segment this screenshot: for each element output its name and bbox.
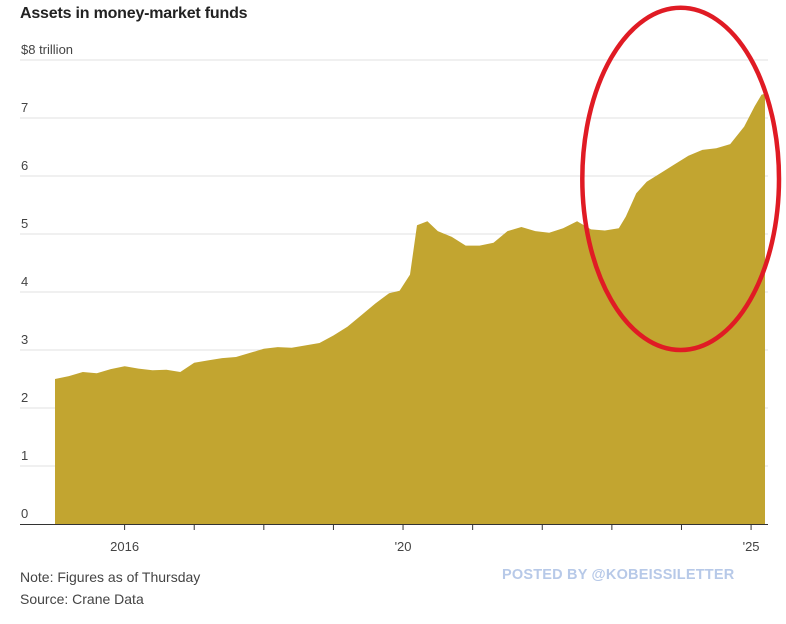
y-tick-label-1: 1 — [21, 448, 28, 463]
area-series — [55, 93, 765, 524]
y-tick-label-3: 3 — [21, 332, 28, 347]
x-axis: 2016 '20 '25 — [20, 524, 768, 554]
watermark: POSTED BY @KOBEISSILETTER — [502, 567, 735, 583]
x-tick-label-2016: 2016 — [110, 539, 139, 554]
y-tick-label-4: 4 — [21, 274, 28, 289]
y-tick-label-5: 5 — [21, 216, 28, 231]
x-tick-label-2020: '20 — [395, 539, 412, 554]
y-tick-label-0: 0 — [21, 506, 28, 521]
x-tick-label-2025: '25 — [743, 539, 760, 554]
highlight-ellipse — [580, 5, 782, 353]
y-tick-label-8: $8 trillion — [21, 42, 73, 57]
annotations — [580, 5, 782, 353]
chart-title: Assets in money-market funds — [20, 5, 248, 22]
area-layer — [55, 93, 765, 524]
chart-source: Source: Crane Data — [20, 591, 144, 607]
y-tick-label-6: 6 — [21, 158, 28, 173]
y-tick-label-7: 7 — [21, 100, 28, 115]
chart-note: Note: Figures as of Thursday — [20, 569, 201, 585]
y-axis-labels: 0 1 2 3 4 5 6 7 $8 trillion — [21, 42, 73, 521]
y-tick-label-2: 2 — [21, 390, 28, 405]
